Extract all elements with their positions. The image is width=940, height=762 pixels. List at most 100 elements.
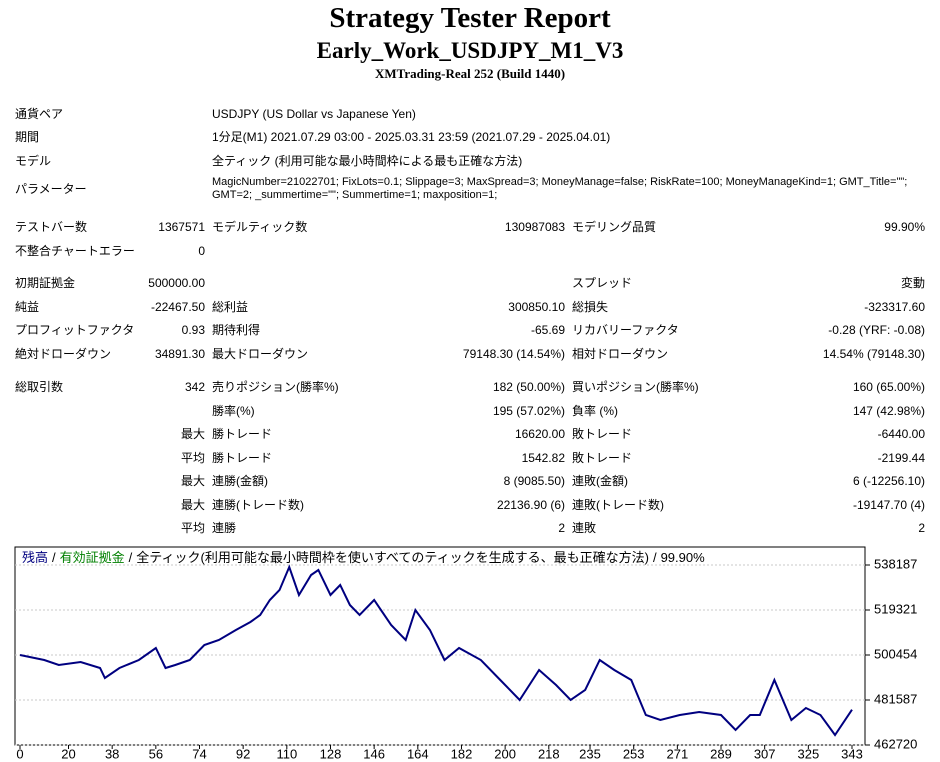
stat-value: 変動 — [900, 276, 925, 290]
x-tick-label: 20 — [61, 746, 75, 761]
subtitle: Early_Work_USDJPY_M1_V3 — [316, 38, 624, 63]
stat-label: 敗トレード — [572, 450, 633, 465]
y-tick-label: 519321 — [874, 601, 917, 616]
legend-quality: 99.90% — [661, 550, 706, 565]
stat-label: 連勝 — [212, 521, 237, 535]
info-label: 通貨ペア — [15, 107, 64, 121]
balance-line — [19, 564, 853, 737]
stat-value: -2199.44 — [877, 450, 925, 465]
x-tick-label: 56 — [149, 746, 163, 761]
stat-label: 連敗(金額) — [572, 474, 628, 488]
stat-value: 147 (42.98%) — [852, 403, 925, 418]
info-value: 1分足(M1) 2021.07.29 03:00 - 2025.03.31 23… — [212, 130, 611, 144]
stat-label: 相対ドローダウン — [572, 346, 669, 361]
stat-label: 純益 — [15, 299, 40, 314]
x-tick-label: 343 — [841, 746, 863, 761]
y-tick-label: 481587 — [874, 691, 917, 706]
stat-value: 342 — [184, 380, 205, 394]
stat-label: プロフィットファクタ — [15, 323, 135, 337]
stat-value: -19147.70 (4) — [852, 497, 925, 512]
stat-value: 22136.90 (6) — [496, 497, 565, 512]
stat-value: 1367571 — [158, 220, 205, 234]
x-tick-label: 0 — [16, 746, 23, 761]
stat-label: モデルティック数 — [212, 220, 308, 234]
stat-label: 連勝(トレード数) — [212, 497, 304, 512]
stat-label: 総損失 — [572, 299, 609, 314]
stat-label: 敗トレード — [572, 427, 633, 441]
stat-label: 期待利得 — [212, 323, 261, 337]
stat-value: 130987083 — [504, 220, 565, 234]
stat-value: 500000.00 — [148, 276, 205, 290]
x-tick-label: 110 — [276, 746, 297, 761]
info-label: 期間 — [15, 130, 40, 144]
stat-value: -323317.60 — [864, 299, 925, 314]
info-value: MagicNumber=21022701; FixLots=0.1; Slipp… — [212, 176, 908, 201]
stat-label: 売りポジション(勝率%) — [212, 380, 339, 394]
x-tick-label: 289 — [710, 746, 732, 761]
x-tick-label: 164 — [407, 746, 429, 761]
legend: 残高 / 有効証拠金 / 全ティック(利用可能な最小時間枠を使いすべてのティックを生成す… — [22, 550, 705, 565]
stat-label: 総取引数 — [15, 380, 64, 394]
y-tick-label: 500454 — [874, 646, 917, 661]
x-tick-label: 235 — [579, 746, 601, 761]
x-tick-label: 92 — [236, 746, 250, 761]
stat-value: 0 — [198, 243, 205, 258]
stat-value: -22467.50 — [150, 299, 205, 314]
stat-label: 総利益 — [212, 299, 249, 314]
stat-label: 絶対ドローダウン — [15, 346, 112, 361]
stat-value: 1542.82 — [521, 450, 565, 465]
info-value: 全ティック (利用可能な最小時間枠による最も正確な方法) — [212, 154, 523, 168]
stat-value: -65.69 — [530, 323, 565, 337]
x-tick-label: 325 — [797, 746, 819, 761]
x-tick-label: 146 — [363, 746, 385, 761]
stat-value: 300850.10 — [508, 299, 565, 314]
stat-value: 平均 — [180, 450, 205, 465]
plot-frame — [14, 546, 866, 746]
x-tick-label: 307 — [754, 746, 776, 761]
info-value: USDJPY (US Dollar vs Japanese Yen) — [212, 107, 416, 121]
stat-label: 負率 (%) — [572, 403, 618, 418]
y-tick-label: 538187 — [874, 556, 917, 571]
stat-value: 79148.30 (14.54%) — [462, 346, 565, 361]
x-tick-label: 38 — [105, 746, 119, 761]
stat-label: 勝トレード — [212, 427, 273, 441]
stat-value: 160 (65.00%) — [852, 380, 925, 394]
legend-equity: 有効証拠金 — [60, 550, 125, 565]
stat-label: 連敗 — [572, 521, 597, 535]
stat-value: 8 (9085.50) — [503, 474, 565, 488]
stat-label: 買いポジション(勝率%) — [572, 380, 699, 394]
x-tick-label: 74 — [192, 746, 206, 761]
x-tick-label: 182 — [451, 746, 473, 761]
x-tick-label: 253 — [623, 746, 645, 761]
stat-value: 最大 — [180, 497, 205, 512]
stat-value: 16620.00 — [514, 427, 565, 441]
stat-label: 初期証拠金 — [15, 276, 76, 290]
stat-label: 最大ドローダウン — [212, 346, 309, 361]
stat-value: -0.28 (YRF: -0.08) — [828, 323, 925, 337]
y-tick-label: 462720 — [874, 736, 917, 751]
stat-value: -6440.00 — [877, 427, 925, 441]
stat-value: 34891.30 — [154, 346, 205, 361]
stat-value: 2 — [558, 521, 565, 535]
stat-label: 不整合チャートエラー — [15, 243, 135, 258]
legend-sep: / — [52, 550, 56, 565]
stat-value: 195 (57.02%) — [492, 403, 565, 418]
info-label: パラメーター — [15, 182, 87, 196]
stat-label: 連勝(金額) — [212, 474, 268, 488]
info-label: モデル — [15, 154, 52, 168]
stat-value: 6 (-12256.10) — [852, 474, 925, 488]
legend-sep: / — [129, 550, 133, 565]
stat-label: リカバリーファクタ — [572, 323, 679, 337]
x-tick-label: 218 — [538, 746, 560, 761]
stat-value: 平均 — [180, 521, 205, 535]
legend-balance: 残高 — [22, 550, 48, 565]
x-tick-label: 271 — [667, 746, 689, 761]
server: XMTrading-Real 252 (Build 1440) — [374, 66, 566, 81]
stat-value: 99.90% — [884, 220, 925, 234]
stat-value: 最大 — [180, 474, 205, 488]
legend-sep: / — [653, 550, 657, 565]
title: Strategy Tester Report — [329, 2, 611, 34]
stat-value: 14.54% (79148.30) — [822, 346, 925, 361]
